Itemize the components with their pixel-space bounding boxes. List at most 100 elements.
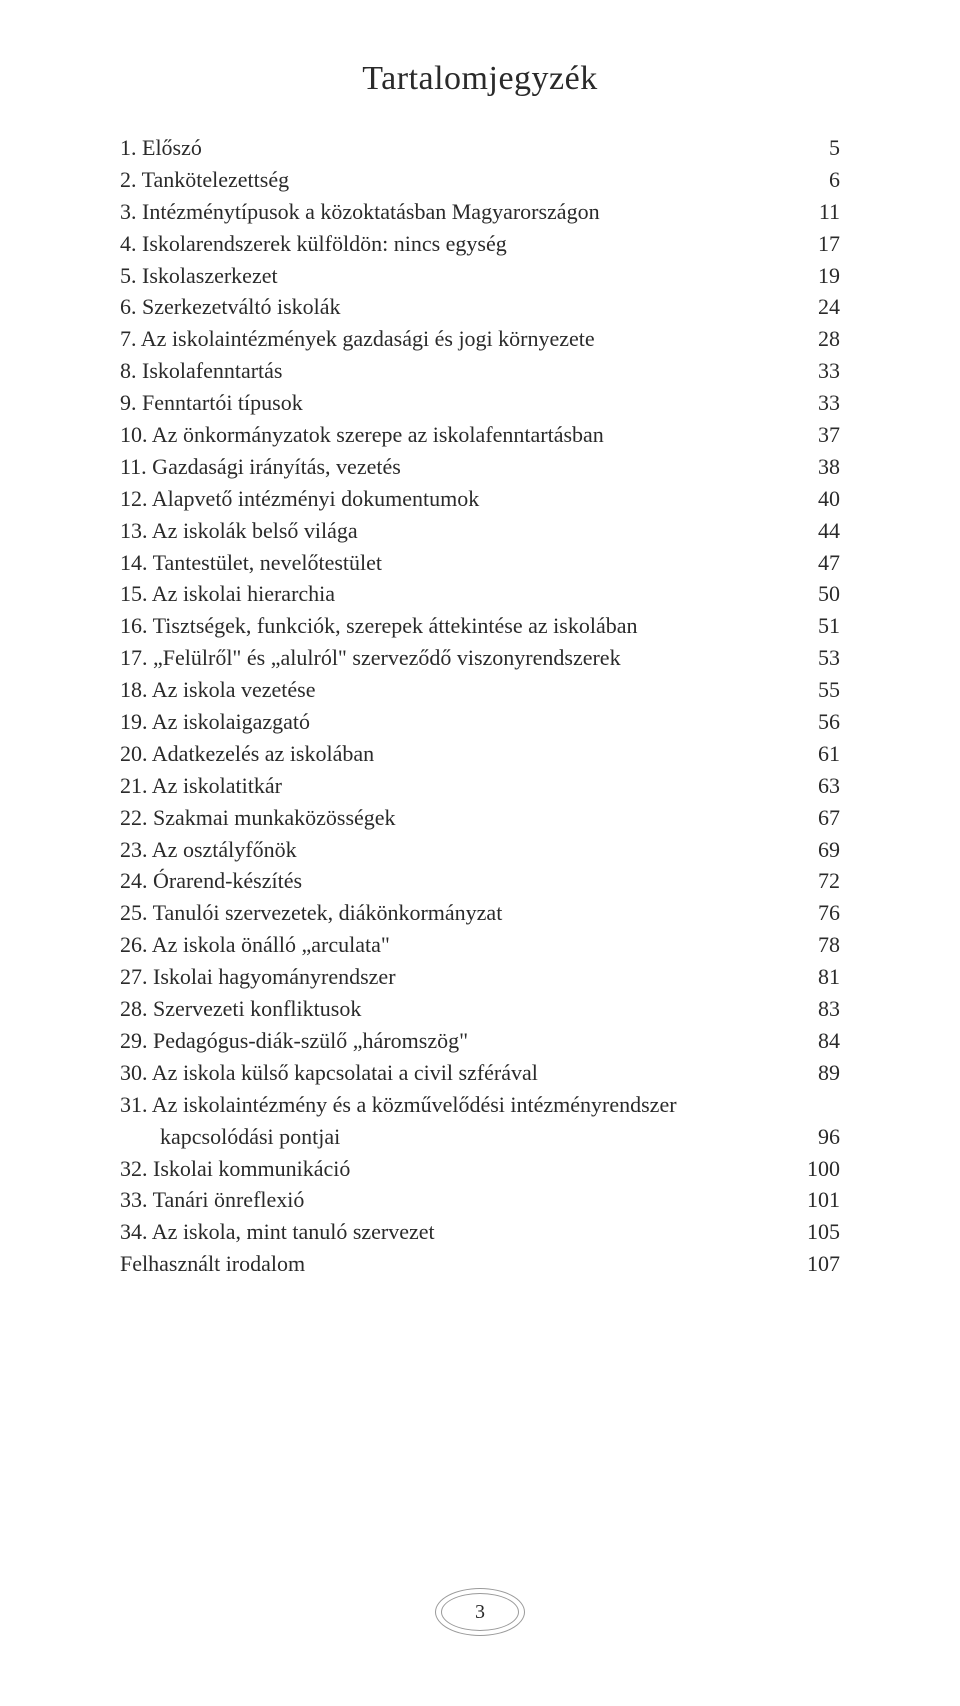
table-of-contents: 1. Előszó52. Tankötelezettség63. Intézmé… — [120, 132, 840, 1280]
toc-page-number: 78 — [790, 929, 840, 961]
toc-row: 19. Az iskolaigazgató56 — [120, 706, 840, 738]
toc-row: 29. Pedagógus-diák-szülő „háromszög"84 — [120, 1025, 840, 1057]
toc-label: 25. Tanulói szervezetek, diákönkormányza… — [120, 897, 790, 929]
page-number-frame: 3 — [435, 1588, 525, 1636]
toc-label: 18. Az iskola vezetése — [120, 674, 790, 706]
toc-row: kapcsolódási pontjai96 — [120, 1121, 840, 1153]
toc-page-number: 67 — [790, 802, 840, 834]
toc-page-number: 81 — [790, 961, 840, 993]
toc-label: 28. Szervezeti konfliktusok — [120, 993, 790, 1025]
toc-label: 19. Az iskolaigazgató — [120, 706, 790, 738]
toc-label: 26. Az iskola önálló „arculata" — [120, 929, 790, 961]
toc-row: 4. Iskolarendszerek külföldön: nincs egy… — [120, 228, 840, 260]
toc-row: 33. Tanári önreflexió101 — [120, 1184, 840, 1216]
toc-label: 32. Iskolai kommunikáció — [120, 1153, 790, 1185]
toc-label: 14. Tantestület, nevelőtestület — [120, 547, 790, 579]
toc-row: 6. Szerkezetváltó iskolák24 — [120, 291, 840, 323]
toc-page-number: 63 — [790, 770, 840, 802]
toc-row: 5. Iskolaszerkezet19 — [120, 260, 840, 292]
toc-label: 20. Adatkezelés az iskolában — [120, 738, 790, 770]
toc-label: 5. Iskolaszerkezet — [120, 260, 790, 292]
toc-row: 3. Intézménytípusok a közoktatásban Magy… — [120, 196, 840, 228]
toc-row: 13. Az iskolák belső világa44 — [120, 515, 840, 547]
toc-page-number: 28 — [790, 323, 840, 355]
toc-row: 28. Szervezeti konfliktusok83 — [120, 993, 840, 1025]
toc-label: 9. Fenntartói típusok — [120, 387, 790, 419]
toc-row: 2. Tankötelezettség6 — [120, 164, 840, 196]
toc-row: 12. Alapvető intézményi dokumentumok40 — [120, 483, 840, 515]
toc-page-number: 72 — [790, 865, 840, 897]
toc-label: 33. Tanári önreflexió — [120, 1184, 790, 1216]
toc-row: 20. Adatkezelés az iskolában61 — [120, 738, 840, 770]
page-number: 3 — [435, 1588, 525, 1636]
toc-page-number: 44 — [790, 515, 840, 547]
toc-page-number: 5 — [790, 132, 840, 164]
toc-page-number: 51 — [790, 610, 840, 642]
toc-page-number: 101 — [790, 1184, 840, 1216]
toc-page-number: 33 — [790, 355, 840, 387]
toc-label: 1. Előszó — [120, 132, 790, 164]
toc-row: 11. Gazdasági irányítás, vezetés38 — [120, 451, 840, 483]
toc-page-number: 55 — [790, 674, 840, 706]
toc-label: 11. Gazdasági irányítás, vezetés — [120, 451, 790, 483]
toc-row: 30. Az iskola külső kapcsolatai a civil … — [120, 1057, 840, 1089]
toc-page-number: 11 — [790, 196, 840, 228]
toc-row: 24. Órarend-készítés72 — [120, 865, 840, 897]
toc-label: 34. Az iskola, mint tanuló szervezet — [120, 1216, 790, 1248]
toc-label: 3. Intézménytípusok a közoktatásban Magy… — [120, 196, 790, 228]
toc-label: 23. Az osztályfőnök — [120, 834, 790, 866]
toc-label: Felhasznált irodalom — [120, 1248, 790, 1280]
toc-label: 10. Az önkormányzatok szerepe az iskolaf… — [120, 419, 790, 451]
toc-row: 17. „Felülről" és „alulról" szerveződő v… — [120, 642, 840, 674]
toc-page-number: 24 — [790, 291, 840, 323]
toc-row: 1. Előszó5 — [120, 132, 840, 164]
toc-label: 8. Iskolafenntartás — [120, 355, 790, 387]
toc-row: 15. Az iskolai hierarchia50 — [120, 578, 840, 610]
toc-label: 27. Iskolai hagyományrendszer — [120, 961, 790, 993]
toc-page-number: 38 — [790, 451, 840, 483]
toc-label: 21. Az iskolatitkár — [120, 770, 790, 802]
toc-row: 21. Az iskolatitkár63 — [120, 770, 840, 802]
toc-page-number: 33 — [790, 387, 840, 419]
toc-label: 22. Szakmai munkaközösségek — [120, 802, 790, 834]
toc-label: 24. Órarend-készítés — [120, 865, 790, 897]
toc-row: 7. Az iskolaintézmények gazdasági és jog… — [120, 323, 840, 355]
toc-label: 2. Tankötelezettség — [120, 164, 790, 196]
toc-row: 22. Szakmai munkaközösségek67 — [120, 802, 840, 834]
toc-row: 10. Az önkormányzatok szerepe az iskolaf… — [120, 419, 840, 451]
toc-page-number: 37 — [790, 419, 840, 451]
toc-row: 32. Iskolai kommunikáció100 — [120, 1153, 840, 1185]
toc-label: 13. Az iskolák belső világa — [120, 515, 790, 547]
page-title: Tartalomjegyzék — [120, 60, 840, 98]
toc-row: 23. Az osztályfőnök69 — [120, 834, 840, 866]
toc-label: 4. Iskolarendszerek külföldön: nincs egy… — [120, 228, 790, 260]
toc-page-number: 17 — [790, 228, 840, 260]
toc-row: 26. Az iskola önálló „arculata"78 — [120, 929, 840, 961]
toc-page-number: 50 — [790, 578, 840, 610]
toc-label: 30. Az iskola külső kapcsolatai a civil … — [120, 1057, 790, 1089]
toc-label: 15. Az iskolai hierarchia — [120, 578, 790, 610]
toc-page-number: 69 — [790, 834, 840, 866]
document-page: Tartalomjegyzék 1. Előszó52. Tanköteleze… — [0, 0, 960, 1706]
toc-row: 9. Fenntartói típusok33 — [120, 387, 840, 419]
toc-page-number: 40 — [790, 483, 840, 515]
toc-label: 6. Szerkezetváltó iskolák — [120, 291, 790, 323]
toc-page-number: 61 — [790, 738, 840, 770]
toc-page-number: 89 — [790, 1057, 840, 1089]
toc-label: 29. Pedagógus-diák-szülő „háromszög" — [120, 1025, 790, 1057]
toc-page-number: 107 — [790, 1248, 840, 1280]
toc-label: kapcsolódási pontjai — [120, 1121, 790, 1153]
toc-row: Felhasznált irodalom107 — [120, 1248, 840, 1280]
toc-row: 8. Iskolafenntartás33 — [120, 355, 840, 387]
toc-label: 12. Alapvető intézményi dokumentumok — [120, 483, 790, 515]
toc-label: 31. Az iskolaintézmény és a közművelődés… — [120, 1089, 790, 1121]
toc-page-number: 53 — [790, 642, 840, 674]
toc-page-number: 96 — [790, 1121, 840, 1153]
toc-page-number: 100 — [790, 1153, 840, 1185]
toc-label: 16. Tisztségek, funkciók, szerepek áttek… — [120, 610, 790, 642]
toc-row: 27. Iskolai hagyományrendszer81 — [120, 961, 840, 993]
toc-label: 17. „Felülről" és „alulról" szerveződő v… — [120, 642, 790, 674]
toc-page-number: 56 — [790, 706, 840, 738]
toc-page-number: 6 — [790, 164, 840, 196]
toc-row: 18. Az iskola vezetése55 — [120, 674, 840, 706]
